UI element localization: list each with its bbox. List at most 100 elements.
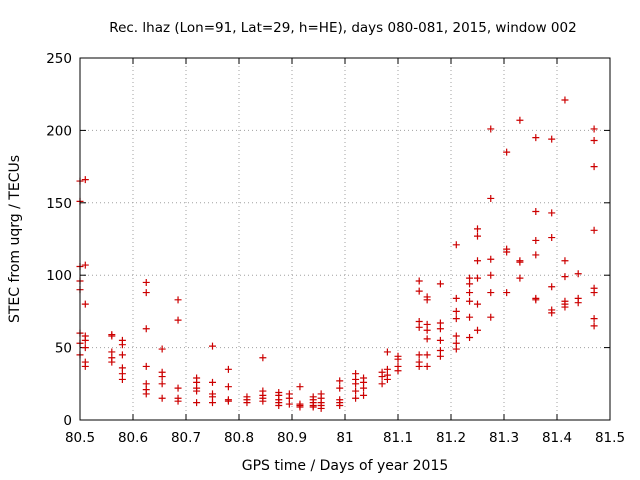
data-point bbox=[474, 232, 481, 240]
data-point bbox=[466, 297, 474, 305]
data-point bbox=[452, 345, 460, 353]
data-point bbox=[436, 336, 444, 344]
data-point bbox=[590, 163, 598, 171]
data-point bbox=[336, 377, 344, 385]
data-point bbox=[296, 403, 304, 411]
data-point bbox=[81, 300, 89, 308]
data-point bbox=[309, 403, 317, 411]
data-point bbox=[224, 397, 232, 405]
data-point bbox=[275, 402, 283, 410]
data-point bbox=[590, 125, 598, 133]
data-point bbox=[452, 315, 460, 323]
data-point bbox=[548, 283, 556, 291]
x-tick-label: 81.3 bbox=[489, 430, 519, 446]
data-point bbox=[378, 373, 386, 381]
data-point bbox=[209, 399, 216, 407]
data-point bbox=[193, 387, 201, 395]
x-tick-label: 81 bbox=[336, 430, 353, 446]
x-tick-label: 80.9 bbox=[277, 430, 307, 446]
x-tick-label: 80.7 bbox=[171, 430, 201, 446]
data-point bbox=[423, 296, 431, 304]
data-point bbox=[224, 383, 232, 391]
data-point bbox=[590, 322, 598, 330]
data-point bbox=[415, 351, 423, 359]
data-point bbox=[487, 125, 495, 133]
data-point bbox=[174, 296, 182, 304]
data-point bbox=[466, 289, 474, 297]
data-point bbox=[174, 397, 182, 405]
data-point bbox=[452, 332, 460, 340]
x-tick-label: 81.1 bbox=[383, 430, 413, 446]
axis-ticks: 80.5 80.6 80.7 80.8 80.9 81 81.1 81.2 81.3 81.4 81… bbox=[46, 51, 625, 446]
y-tick-label: 100 bbox=[46, 268, 72, 284]
data-point bbox=[590, 289, 598, 297]
data-point bbox=[142, 325, 150, 333]
x-tick-label: 81.5 bbox=[595, 430, 625, 446]
data-point bbox=[81, 344, 89, 352]
data-point bbox=[158, 380, 166, 388]
data-point bbox=[561, 96, 569, 104]
x-axis-label: GPS time / Days of year 2015 bbox=[242, 458, 449, 474]
data-point bbox=[466, 333, 474, 341]
data-point bbox=[503, 248, 511, 256]
y-tick-label: 250 bbox=[46, 51, 72, 67]
data-point bbox=[317, 404, 325, 412]
data-point bbox=[209, 378, 216, 386]
data-point bbox=[193, 399, 201, 407]
data-point bbox=[436, 280, 444, 288]
data-point bbox=[503, 289, 511, 297]
data-point bbox=[415, 323, 423, 331]
data-point bbox=[532, 251, 540, 259]
data-point bbox=[532, 296, 540, 304]
data-point bbox=[81, 176, 89, 184]
data-point bbox=[574, 270, 582, 278]
data-point bbox=[118, 351, 126, 359]
data-point bbox=[487, 271, 495, 279]
data-point bbox=[516, 116, 524, 124]
data-point bbox=[209, 342, 216, 350]
data-point bbox=[516, 258, 524, 266]
data-point bbox=[590, 315, 598, 323]
data-point bbox=[174, 384, 182, 392]
data-point bbox=[423, 335, 431, 343]
data-point bbox=[259, 397, 267, 405]
data-point bbox=[452, 294, 460, 302]
data-point bbox=[259, 354, 267, 362]
data-point bbox=[352, 394, 360, 402]
y-tick-label: 150 bbox=[46, 196, 72, 212]
data-point bbox=[436, 352, 444, 360]
data-point bbox=[532, 207, 540, 215]
data-point bbox=[561, 273, 569, 281]
y-axis-label: STEC from uqrg / TECUs bbox=[7, 155, 23, 323]
data-point bbox=[474, 274, 481, 282]
data-point bbox=[487, 313, 495, 321]
data-point bbox=[561, 303, 569, 311]
data-point bbox=[383, 348, 391, 356]
data-point bbox=[296, 383, 304, 391]
data-point bbox=[452, 241, 460, 249]
data-point bbox=[360, 391, 368, 399]
data-point bbox=[174, 316, 182, 324]
data-point bbox=[532, 236, 540, 244]
data-point bbox=[352, 380, 360, 388]
data-point bbox=[394, 367, 402, 375]
data-point bbox=[415, 287, 423, 295]
data-point bbox=[474, 225, 481, 233]
x-tick-label: 81.4 bbox=[542, 430, 572, 446]
data-point bbox=[378, 380, 386, 388]
data-point bbox=[590, 137, 598, 145]
data-point bbox=[548, 234, 556, 242]
y-tick-label: 0 bbox=[63, 413, 72, 429]
data-point bbox=[142, 390, 150, 398]
data-point bbox=[423, 326, 431, 334]
data-point bbox=[394, 355, 402, 363]
data-point bbox=[590, 226, 598, 234]
data-point bbox=[466, 280, 474, 288]
data-point bbox=[108, 332, 116, 340]
data-point bbox=[118, 375, 126, 383]
data-point bbox=[81, 362, 89, 370]
x-tick-label: 80.5 bbox=[65, 430, 95, 446]
x-tick-label: 81.2 bbox=[436, 430, 466, 446]
y-tick-label: 200 bbox=[46, 123, 72, 139]
